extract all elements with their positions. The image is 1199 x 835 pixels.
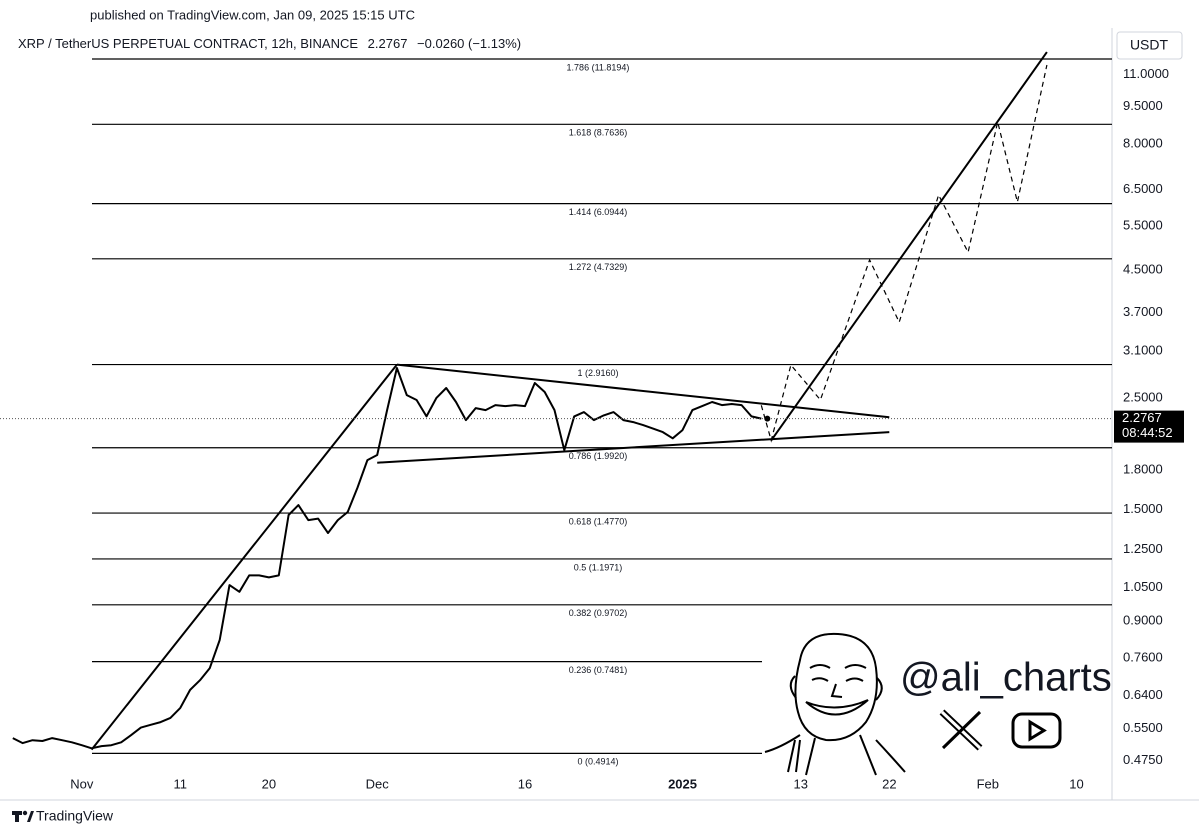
fib-label: 0.618 (1.4770) <box>569 516 628 526</box>
x-tick-label: 2025 <box>668 776 697 791</box>
x-tick-label: 22 <box>882 776 896 791</box>
y-tick-label: 1.5000 <box>1123 501 1163 516</box>
y-tick-label: 0.7600 <box>1123 650 1163 665</box>
youtube-logo <box>1011 712 1062 749</box>
fib-label: 0.786 (1.9920) <box>569 451 628 461</box>
trend-line <box>770 51 1048 441</box>
fib-label: 1 (2.9160) <box>577 368 618 378</box>
fib-label: 0.5 (1.1971) <box>574 562 623 572</box>
published-note: published on TradingView.com, Jan 09, 20… <box>90 7 415 22</box>
y-tick-label: 0.9000 <box>1123 613 1163 628</box>
fib-label: 1.272 (4.7329) <box>569 262 628 272</box>
header-change: −0.0260 (−1.13%) <box>417 36 521 51</box>
y-tick-label: 1.0500 <box>1123 579 1163 594</box>
trend-line <box>90 363 398 751</box>
y-tick-label: 1.8000 <box>1123 461 1163 476</box>
y-tick-label: 3.1000 <box>1123 343 1163 358</box>
chart-title: XRP / TetherUS PERPETUAL CONTRACT, 12h, … <box>18 36 358 51</box>
y-tick-label: 0.5500 <box>1123 720 1163 735</box>
currency: USDT <box>1130 37 1169 53</box>
y-tick-label: 3.7000 <box>1123 304 1163 319</box>
y-tick-label: 8.0000 <box>1123 136 1163 151</box>
fib-label: 0 (0.4914) <box>577 757 618 767</box>
x-tick-label: Feb <box>977 776 999 791</box>
price-line <box>12 367 762 750</box>
watermark-handle: @ali_charts <box>900 656 1112 700</box>
plot-area: 1.786 (11.8194) 1.618 (8.7636) 1.414 (6.09… <box>0 51 1112 767</box>
header-price: 2.2767 <box>368 36 408 51</box>
footer-brand: TradingView <box>36 808 114 824</box>
y-tick-label: 11.0000 <box>1123 66 1169 81</box>
x-logo <box>939 709 983 751</box>
avatar <box>764 632 906 776</box>
y-tick-label: 9.5000 <box>1123 98 1163 113</box>
fib-label: 0.236 (0.7481) <box>569 665 628 675</box>
x-tick-label: Dec <box>366 776 390 791</box>
header: XRP / TetherUS PERPETUAL CONTRACT, 12h, … <box>18 36 521 51</box>
y-tick-label: 4.5000 <box>1123 261 1163 276</box>
fib-label: 1.618 (8.7636) <box>569 128 628 138</box>
currency-box[interactable] <box>1116 31 1183 60</box>
x-tick-label: 16 <box>518 776 532 791</box>
fib-label: 1.786 (11.8194) <box>567 62 630 72</box>
last-price-label: 2.2767 <box>1122 410 1162 425</box>
last-price-dot <box>764 415 771 422</box>
y-tick-label: 2.5000 <box>1123 390 1163 405</box>
x-tick-label: 13 <box>793 776 807 791</box>
trend-line <box>396 363 890 419</box>
x-tick-label: 11 <box>174 776 188 791</box>
last-price-box <box>1114 410 1184 443</box>
y-tick-label: 0.4750 <box>1123 752 1163 767</box>
y-tick-label: 1.2500 <box>1123 541 1163 556</box>
x-tick-label: Nov <box>70 776 94 791</box>
x-tick-label: 20 <box>262 776 276 791</box>
fib-label: 0.382 (0.9702) <box>569 608 628 618</box>
x-tick-label: 10 <box>1069 776 1083 791</box>
y-tick-label: 6.5000 <box>1123 181 1163 196</box>
fib-label: 1.414 (6.0944) <box>569 207 628 217</box>
footer-logo <box>12 810 34 822</box>
y-tick-label: 5.5000 <box>1123 217 1163 232</box>
y-tick-label: 0.6400 <box>1123 687 1163 702</box>
trend-line <box>377 431 890 464</box>
countdown-label: 08:44:52 <box>1122 425 1173 440</box>
